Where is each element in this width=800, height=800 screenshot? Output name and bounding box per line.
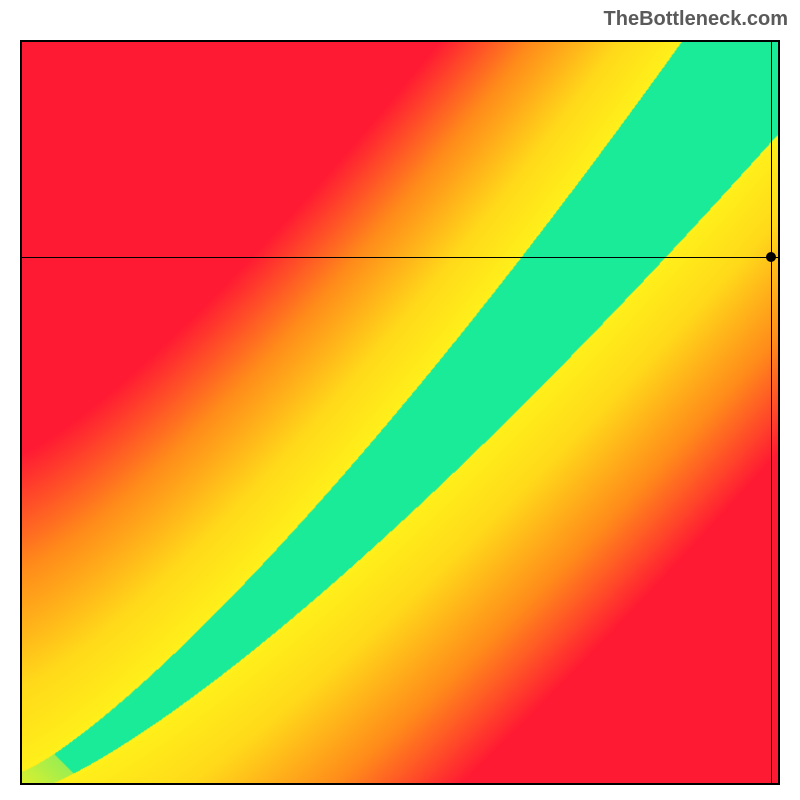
- crosshair-horizontal: [22, 257, 778, 258]
- heatmap-canvas: [22, 42, 778, 783]
- plot-area: [20, 40, 780, 785]
- watermark-text: TheBottleneck.com: [604, 8, 788, 31]
- crosshair-vertical: [771, 42, 772, 783]
- chart-container: TheBottleneck.com: [0, 0, 800, 800]
- crosshair-marker-dot: [766, 252, 776, 262]
